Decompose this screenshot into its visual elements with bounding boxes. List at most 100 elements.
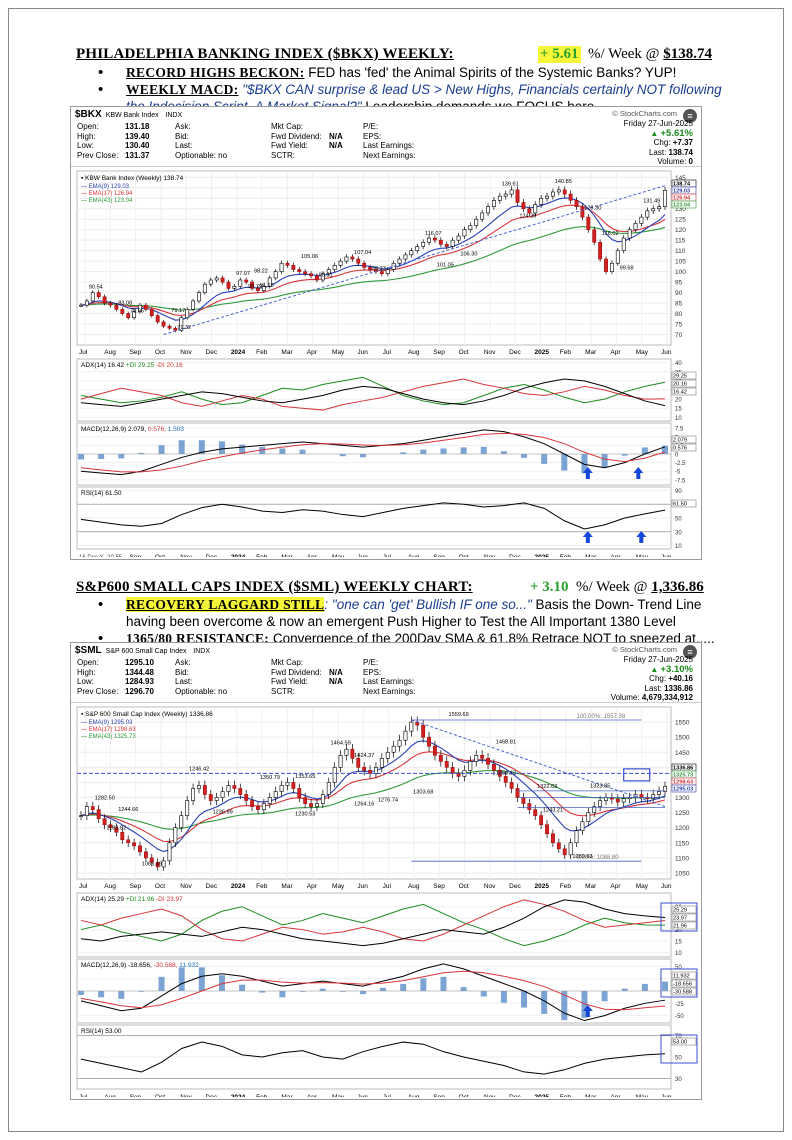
stat-row: Fwd Yield: N/A — [271, 141, 343, 150]
candle — [550, 833, 555, 844]
candle — [173, 827, 178, 844]
stat-row: Last Earnings: — [363, 141, 415, 150]
x-tick-label: Mar — [281, 554, 293, 557]
candle — [539, 815, 544, 825]
macd-histogram-bar — [440, 448, 447, 454]
price-annotation: 98.22 — [254, 268, 268, 274]
candle — [633, 223, 638, 230]
macd-histogram-bar — [319, 988, 326, 991]
candle — [527, 208, 532, 214]
price-annotation: 1183.82 — [106, 826, 126, 832]
price-tag-label: 129.03 — [673, 189, 690, 195]
candle — [356, 258, 361, 264]
candle — [267, 277, 272, 287]
x-tick-label: Apr — [307, 554, 318, 557]
candle — [651, 208, 656, 212]
stat-row: SCTR: — [271, 150, 295, 160]
x-tick-label: Dec — [206, 349, 218, 356]
candle — [138, 845, 142, 853]
candle — [474, 754, 479, 762]
price-tag-label: 123.04 — [673, 203, 691, 209]
quote-date: Friday 27-Jun-2025 — [623, 119, 693, 128]
candle — [191, 300, 196, 310]
x-tick-label: Mar — [281, 349, 293, 356]
candle — [663, 190, 667, 207]
y-tick-label: 1100 — [675, 855, 689, 862]
macd-histogram-bar — [662, 445, 668, 454]
price-annotation: 106.30 — [460, 251, 477, 257]
candle — [79, 815, 83, 817]
candle — [256, 806, 260, 810]
x-tick-label: Oct — [459, 883, 469, 890]
x-tick-label: 2025 — [534, 349, 549, 356]
section2-heading: S&P600 SMALL CAPS INDEX ($SML) WEEKLY CH… — [76, 579, 473, 595]
stat-row: Fwd Yield: N/A — [271, 677, 343, 686]
x-tick-label: May — [636, 883, 649, 890]
x-tick-label: Oct — [459, 554, 469, 557]
x-tick-label: Nov — [484, 349, 496, 356]
price-annotation: 131.49 — [643, 199, 660, 205]
macd-histogram-bar — [500, 451, 507, 454]
x-tick-label: Oct — [459, 1094, 469, 1097]
candle — [657, 791, 662, 795]
y-tick-label: 115 — [675, 238, 686, 245]
candle — [427, 237, 431, 243]
indicator-tag-label: 25.29 — [673, 908, 687, 914]
candle — [191, 788, 196, 801]
candle — [315, 275, 319, 281]
price-annotation: 1089.63 — [572, 854, 592, 860]
price-annotation: 1366.12 — [496, 771, 516, 777]
candle — [220, 277, 225, 283]
quote-volume: 0 — [688, 157, 693, 166]
menu-icon[interactable]: ≡ — [683, 645, 697, 659]
y-tick-label: -7.5 — [675, 478, 686, 484]
price-annotation: 1264.16 — [354, 801, 374, 807]
candle — [604, 258, 608, 272]
stat-row: SCTR: — [271, 686, 295, 696]
stat-row: Last Earnings: — [363, 677, 415, 686]
stats-bid-ask: Ask: Bid: Last: Optionable: no — [175, 122, 227, 160]
y-tick-label: 1200 — [675, 825, 690, 832]
section1-price: $138.74 — [663, 46, 712, 62]
candle — [167, 842, 172, 862]
indicator-tag — [671, 371, 697, 380]
macd-histogram-bar — [78, 991, 84, 995]
panel-title: ADX(14) 25.29 +DI 21.96 -DI 23.97 — [81, 896, 183, 903]
panel-title: RSI(14) 53.00 — [81, 1028, 122, 1035]
chart-header: $BKX KBW Bank Index INDX © StockCharts.com… — [71, 107, 701, 167]
candle — [468, 761, 473, 771]
x-tick-label: Jul — [383, 883, 392, 890]
bkx-chart: $BKX KBW Bank Index INDX © StockCharts.com… — [70, 106, 702, 560]
section1-heading: PHILADELPHIA BANKING INDEX ($BKX) WEEKLY… — [76, 46, 454, 62]
x-tick-label: Jun — [661, 554, 672, 557]
stat-row: Open: 1295.10 — [77, 658, 154, 667]
candle — [202, 283, 207, 293]
stat-row: Ask: — [175, 658, 191, 667]
price-annotation: 1244.66 — [118, 807, 138, 813]
candle — [480, 754, 485, 759]
candle — [621, 237, 626, 251]
x-tick-label: Sep — [130, 1094, 142, 1097]
candle — [362, 767, 367, 771]
candle — [132, 311, 137, 319]
candle — [556, 189, 561, 193]
legend-item: — EMA(9) 129.03 — [81, 184, 130, 190]
x-tick-label: Mar — [585, 1094, 597, 1097]
menu-icon[interactable]: ≡ — [683, 109, 697, 123]
candle — [155, 862, 160, 868]
x-tick-label: Feb — [560, 1094, 572, 1097]
candle — [279, 785, 284, 792]
candle — [202, 785, 207, 795]
candle — [651, 794, 656, 800]
bottom-note: 16 Dec Y -20.55 — [79, 555, 123, 557]
candle — [545, 824, 549, 835]
candle — [474, 218, 479, 226]
candle — [285, 782, 290, 786]
y-tick-label: 10 — [675, 544, 682, 550]
candle — [244, 279, 249, 283]
panel-title-part: +DI 29.25 — [126, 362, 156, 369]
price-annotation: 1236.99 — [213, 810, 233, 816]
quote-volume: 4,679,334,912 — [641, 693, 693, 702]
candle — [568, 193, 573, 201]
macd-histogram-bar — [359, 454, 366, 458]
